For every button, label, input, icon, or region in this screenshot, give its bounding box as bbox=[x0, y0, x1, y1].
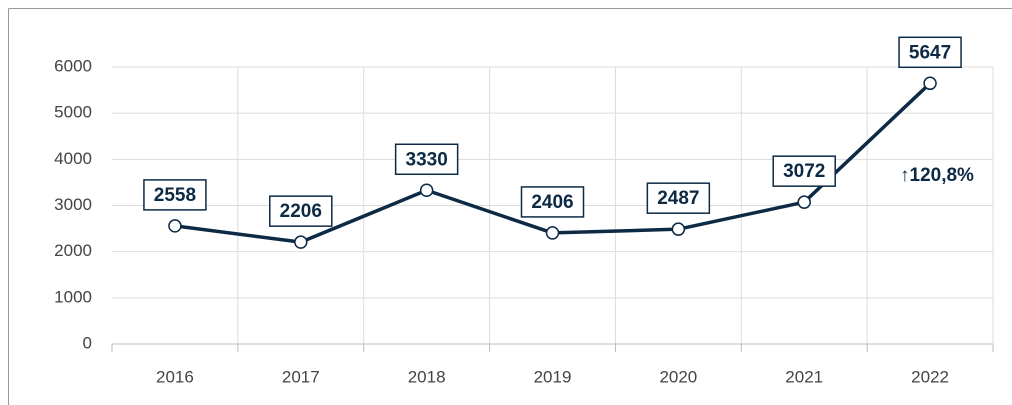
value-label: 2487 bbox=[657, 188, 699, 209]
value-label-box bbox=[646, 182, 711, 214]
annotation: ↑120,8% bbox=[900, 165, 974, 186]
marker bbox=[419, 183, 434, 198]
marker bbox=[168, 219, 182, 233]
value-label: 3072 bbox=[783, 161, 825, 182]
value-label-box bbox=[394, 143, 459, 176]
value-label-box bbox=[772, 155, 836, 187]
value-label-box bbox=[143, 179, 207, 211]
x-tick-label: 2019 bbox=[534, 367, 572, 386]
value-label: 2206 bbox=[280, 201, 322, 222]
value-label-box bbox=[898, 36, 962, 69]
value-label: 2406 bbox=[531, 192, 573, 213]
marker bbox=[294, 235, 308, 249]
x-tick-label: 2016 bbox=[156, 367, 194, 386]
x-tick-label: 2022 bbox=[911, 367, 949, 386]
y-tick-label: 5000 bbox=[54, 103, 92, 122]
marker bbox=[797, 195, 811, 209]
value-label-box bbox=[269, 195, 333, 227]
y-tick-label: 2000 bbox=[54, 241, 92, 260]
y-tick-label: 1000 bbox=[54, 287, 92, 306]
value-label: 3330 bbox=[406, 149, 448, 170]
y-tick-label: 0 bbox=[83, 333, 92, 352]
x-tick-label: 2017 bbox=[282, 367, 320, 386]
x-tick-label: 2020 bbox=[659, 367, 697, 386]
x-tick-label: 2018 bbox=[408, 367, 446, 386]
value-label-box bbox=[520, 186, 585, 218]
marker bbox=[923, 76, 937, 91]
y-tick-label: 3000 bbox=[54, 195, 92, 214]
y-tick-label: 6000 bbox=[54, 56, 92, 75]
marker bbox=[545, 226, 560, 240]
y-tick-label: 4000 bbox=[54, 149, 92, 168]
marker bbox=[671, 222, 686, 236]
x-tick-label: 2021 bbox=[785, 367, 823, 386]
value-label: 2558 bbox=[154, 185, 196, 206]
value-label: 5647 bbox=[909, 42, 951, 63]
